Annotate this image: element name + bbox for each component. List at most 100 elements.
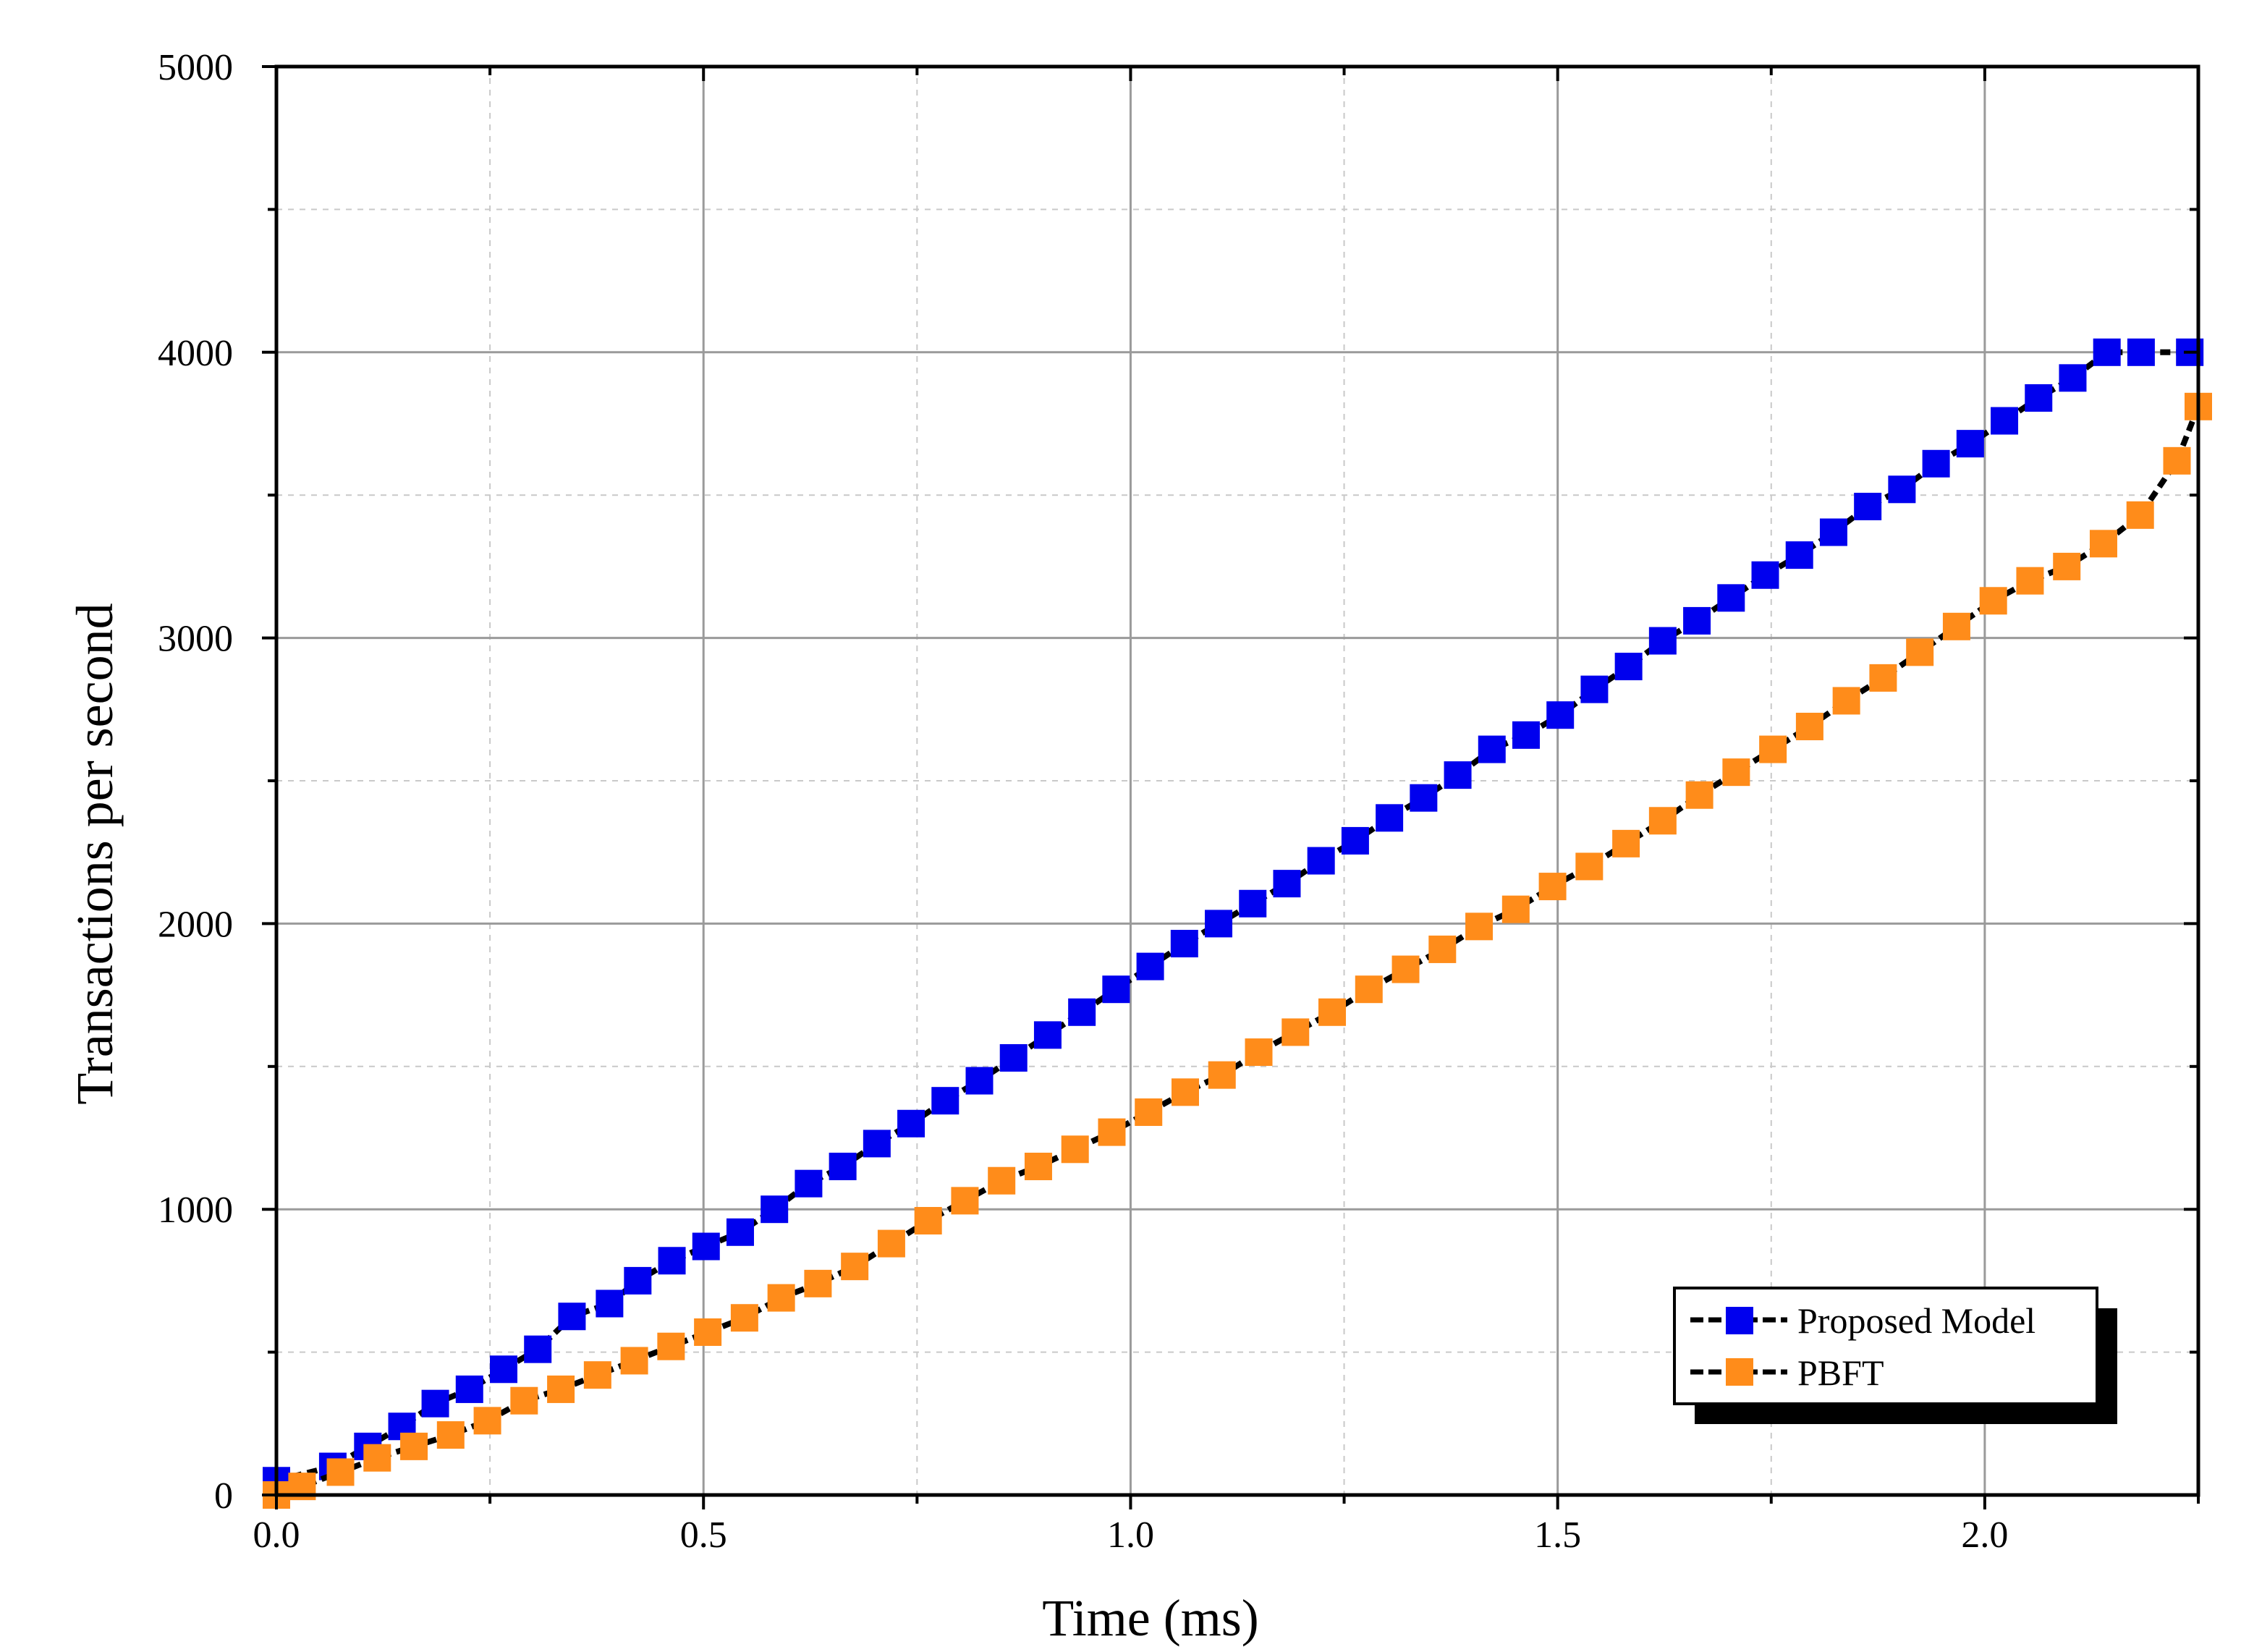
data-point-pbft — [1575, 852, 1604, 881]
data-point-proposed-model — [1580, 675, 1609, 703]
data-point-pbft — [1869, 664, 1897, 692]
data-point-pbft — [1648, 807, 1677, 835]
data-point-pbft — [914, 1206, 942, 1234]
data-point-proposed-model — [524, 1335, 552, 1363]
y-tick-label: 5000 — [158, 47, 233, 88]
data-point-pbft — [583, 1361, 611, 1389]
data-point-proposed-model — [1956, 430, 1984, 458]
data-point-pbft — [1612, 829, 1640, 857]
data-point-pbft — [1906, 638, 1934, 666]
data-point-pbft — [804, 1269, 832, 1297]
axes — [262, 64, 2200, 1509]
data-point-proposed-model — [965, 1067, 994, 1095]
y-axis-title: Transactions per second — [66, 603, 124, 1104]
data-point-pbft — [1685, 781, 1713, 809]
legend-marker-pbft — [1726, 1358, 1753, 1386]
data-point-proposed-model — [1376, 804, 1404, 832]
data-point-pbft — [1024, 1152, 1052, 1180]
data-point-pbft — [2126, 501, 2154, 529]
data-point-pbft — [473, 1407, 501, 1435]
y-tick-label: 3000 — [158, 619, 233, 660]
x-tick-label: 1.5 — [1534, 1515, 1581, 1556]
series-proposed-model — [263, 338, 2204, 1495]
data-point-proposed-model — [1136, 952, 1164, 980]
data-point-pbft — [730, 1304, 758, 1332]
data-point-pbft — [1465, 912, 1494, 941]
data-point-proposed-model — [692, 1232, 720, 1261]
x-tick-label: 0.0 — [253, 1515, 300, 1556]
data-point-pbft — [1538, 873, 1567, 901]
data-point-proposed-model — [1410, 784, 1438, 812]
data-point-proposed-model — [1785, 541, 1813, 569]
data-point-pbft — [1501, 895, 1530, 923]
data-point-pbft — [657, 1332, 685, 1360]
tick-labels: 0.0 0.5 1.0 1.5 2.0 0 1000 2000 3000 4000 5000 — [158, 47, 2008, 1556]
data-point-proposed-model — [1648, 627, 1677, 655]
data-point-proposed-model — [658, 1247, 686, 1275]
legend-item-pbft: PBFT — [1690, 1352, 1884, 1393]
data-point-proposed-model — [1273, 870, 1301, 898]
data-point-pbft — [988, 1166, 1016, 1195]
data-point-proposed-model — [558, 1302, 586, 1331]
data-point-pbft — [1355, 975, 1383, 1004]
legend-marker-proposed-model — [1726, 1307, 1753, 1334]
data-point-proposed-model — [1307, 847, 1335, 875]
data-point-proposed-model — [761, 1195, 789, 1224]
data-point-pbft — [1318, 998, 1347, 1026]
data-point-pbft — [1942, 612, 1970, 640]
data-point-pbft — [1282, 1018, 1310, 1046]
data-point-pbft — [2089, 530, 2117, 558]
data-point-proposed-model — [897, 1109, 925, 1138]
x-axis-title: Time (ms) — [1042, 1589, 1258, 1647]
data-point-pbft — [363, 1444, 391, 1472]
data-point-pbft — [1245, 1038, 1273, 1067]
data-point-proposed-model — [999, 1043, 1028, 1072]
data-point-pbft — [436, 1421, 465, 1449]
data-point-proposed-model — [1102, 975, 1130, 1004]
data-point-proposed-model — [1888, 475, 1916, 504]
data-point-pbft — [694, 1318, 722, 1346]
data-point-proposed-model — [829, 1152, 857, 1180]
legend-label-pbft: PBFT — [1797, 1352, 1884, 1393]
data-point-proposed-model — [1614, 653, 1643, 681]
data-point-proposed-model — [1751, 561, 1779, 589]
data-point-pbft — [951, 1187, 979, 1215]
data-point-pbft — [1795, 712, 1823, 740]
data-point-pbft — [2016, 567, 2044, 595]
series-pbft — [263, 392, 2212, 1509]
data-point-proposed-model — [455, 1375, 483, 1403]
data-point-proposed-model — [2093, 338, 2121, 366]
data-point-proposed-model — [1991, 407, 2019, 435]
data-point-proposed-model — [1819, 518, 1847, 546]
data-point-pbft — [1171, 1078, 1199, 1106]
y-tick-label: 2000 — [158, 904, 233, 945]
data-point-proposed-model — [1478, 735, 1506, 763]
data-point-proposed-model — [421, 1389, 449, 1418]
data-point-pbft — [1428, 935, 1457, 963]
grid — [276, 67, 2198, 1495]
data-point-proposed-model — [931, 1087, 959, 1115]
data-point-proposed-model — [2025, 384, 2053, 412]
data-point-pbft — [1832, 687, 1860, 715]
data-point-proposed-model — [489, 1355, 517, 1384]
data-point-pbft — [1722, 758, 1750, 787]
data-point-proposed-model — [2127, 338, 2155, 366]
data-point-proposed-model — [726, 1218, 754, 1246]
data-point-proposed-model — [1033, 1021, 1062, 1049]
data-point-proposed-model — [1205, 910, 1233, 938]
y-tick-label: 1000 — [158, 1190, 233, 1231]
legend-item-proposed-model: Proposed Model — [1690, 1300, 2035, 1341]
data-point-pbft — [1135, 1098, 1163, 1126]
data-point-proposed-model — [1512, 721, 1540, 749]
data-point-pbft — [1759, 735, 1787, 763]
data-point-pbft — [1061, 1135, 1089, 1164]
data-point-proposed-model — [795, 1169, 823, 1198]
data-point-proposed-model — [1922, 449, 1950, 478]
data-point-proposed-model — [624, 1266, 652, 1295]
data-point-pbft — [877, 1229, 905, 1258]
data-point-pbft — [2163, 446, 2191, 475]
data-point-proposed-model — [863, 1130, 891, 1158]
data-point-proposed-model — [1683, 606, 1711, 635]
